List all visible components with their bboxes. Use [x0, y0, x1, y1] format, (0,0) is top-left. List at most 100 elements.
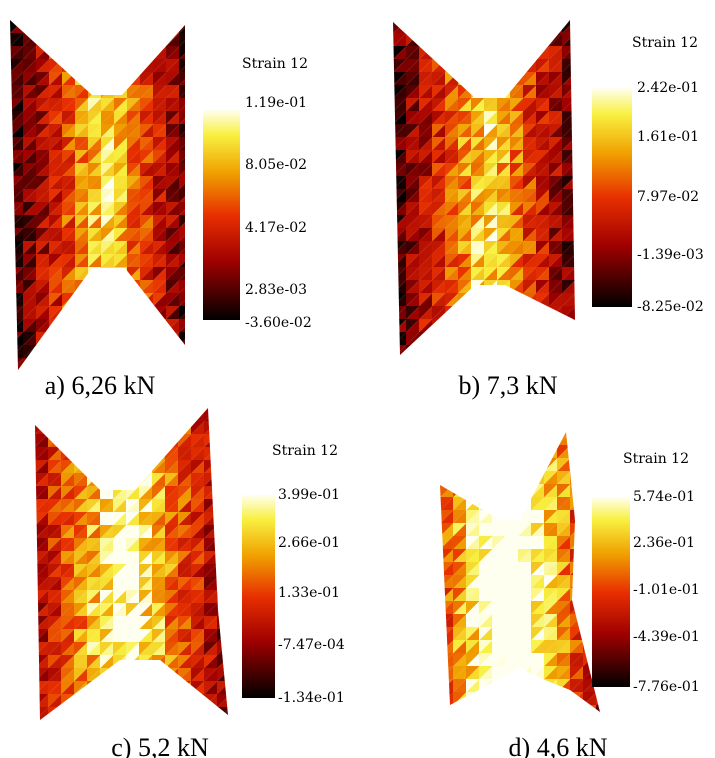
element [126, 460, 140, 474]
element [204, 681, 218, 695]
element [419, 85, 433, 99]
element [74, 707, 88, 720]
element [531, 497, 545, 511]
element [536, 345, 550, 355]
element [127, 33, 141, 47]
element [479, 458, 493, 472]
element [505, 614, 519, 628]
element [518, 588, 532, 602]
element [140, 332, 154, 346]
element [166, 332, 180, 346]
element [440, 458, 454, 472]
element [536, 254, 550, 268]
element [484, 72, 498, 86]
element [432, 267, 446, 281]
element [562, 254, 575, 268]
element [153, 332, 167, 346]
element [419, 111, 433, 125]
element [48, 564, 62, 578]
element [114, 150, 128, 164]
element [440, 523, 454, 537]
element [140, 306, 154, 320]
panel: Strain 125.74e-012.36e-01-1.01e-01-4.39e… [440, 432, 700, 758]
element [419, 124, 433, 138]
element [153, 72, 167, 86]
element [87, 538, 101, 552]
element [549, 137, 563, 151]
element [432, 241, 446, 255]
element [87, 694, 101, 708]
element [557, 523, 571, 537]
element [62, 111, 76, 125]
element [113, 473, 127, 487]
element [100, 447, 114, 461]
element [536, 124, 550, 138]
element [75, 228, 89, 242]
element [166, 228, 180, 242]
element [35, 499, 49, 513]
element [510, 267, 524, 281]
element [432, 124, 446, 138]
element [114, 72, 128, 86]
element [101, 332, 115, 346]
element [36, 358, 50, 370]
element [419, 163, 433, 177]
element [497, 72, 511, 86]
element [114, 358, 128, 370]
element [152, 694, 166, 708]
element [101, 358, 115, 370]
element [61, 460, 75, 474]
element [179, 293, 185, 307]
element [87, 707, 101, 720]
element [178, 460, 192, 474]
element [492, 705, 506, 712]
element [536, 345, 550, 355]
element [557, 471, 571, 485]
element [139, 668, 153, 682]
element [153, 358, 167, 370]
element [100, 421, 114, 435]
element [153, 241, 167, 255]
element [61, 707, 75, 720]
element [191, 655, 205, 669]
element [36, 20, 50, 34]
element [440, 666, 454, 680]
element [557, 601, 571, 615]
element [126, 694, 140, 708]
element [484, 306, 498, 320]
element [88, 254, 102, 268]
element [445, 254, 459, 268]
element [458, 241, 472, 255]
element [179, 98, 185, 112]
element [217, 512, 228, 526]
element [505, 484, 519, 498]
element [166, 345, 180, 359]
element [458, 345, 472, 355]
element [140, 72, 154, 86]
element [419, 332, 433, 346]
element [518, 692, 532, 706]
element [505, 432, 519, 446]
element [479, 445, 493, 459]
element [61, 525, 75, 539]
element [48, 694, 62, 708]
element [36, 20, 50, 34]
element [204, 668, 218, 682]
element [531, 640, 545, 654]
element [492, 679, 506, 693]
element [152, 447, 166, 461]
element [217, 603, 228, 617]
element [113, 434, 127, 448]
element [87, 434, 101, 448]
element [544, 510, 558, 524]
element [165, 408, 179, 422]
element [113, 642, 127, 656]
element [510, 72, 524, 86]
element [471, 345, 485, 355]
element [62, 163, 76, 177]
element [48, 590, 62, 604]
element [101, 280, 115, 294]
element [101, 150, 115, 164]
element [510, 46, 524, 60]
element [217, 564, 228, 578]
